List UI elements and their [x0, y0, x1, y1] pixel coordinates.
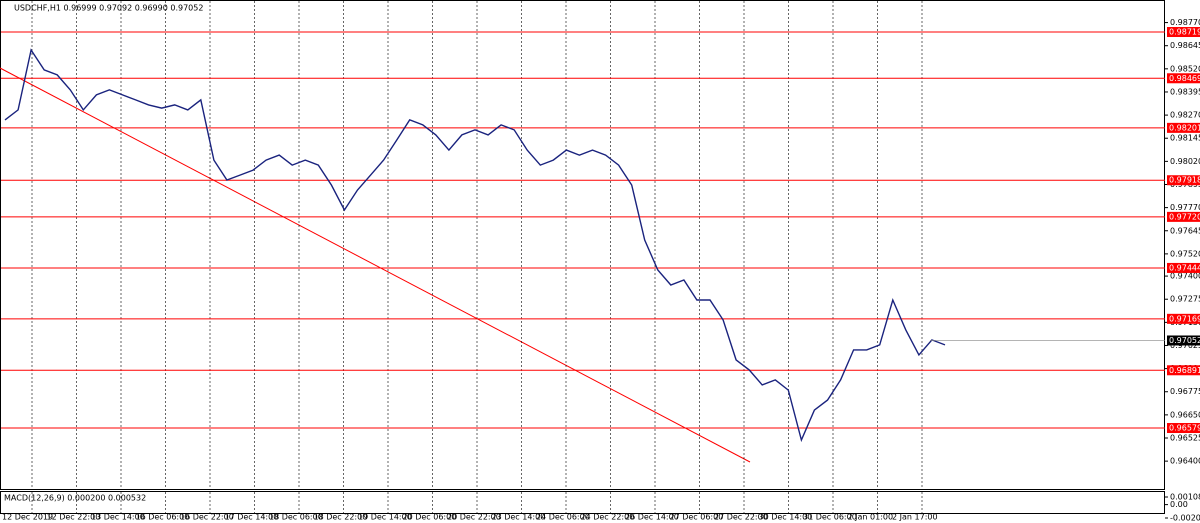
macd-tick-label: 0.001081	[1170, 492, 1200, 501]
y-tick-label: 0.98145	[1170, 134, 1200, 143]
y-tick-label: 0.96400	[1170, 457, 1200, 466]
level-label: 0.98201	[1169, 123, 1200, 132]
x-tick-label: 20 Dec 06:00	[403, 513, 457, 522]
current-price-label: 0.97052	[1169, 336, 1200, 345]
level-label: 0.97444	[1169, 263, 1200, 272]
y-tick-label: 0.97520	[1170, 249, 1200, 258]
level-tag	[1167, 73, 1200, 84]
level-label: 0.98469	[1169, 74, 1200, 83]
level-tag	[1167, 262, 1200, 273]
x-tick-label: 13 Dec 14:00	[91, 513, 145, 522]
x-tick-label: 20 Dec 22:00	[447, 513, 501, 522]
x-tick-label: 16 Dec 06:00	[136, 513, 190, 522]
level-tag	[1167, 313, 1200, 324]
y-tick-label: 0.98020	[1170, 157, 1200, 166]
macd-title: MACD(12,26,9) 0.000200 0.000532	[4, 494, 146, 503]
x-tick-label: 2 Jan 17:00	[892, 513, 938, 522]
x-tick-label: 18 Dec 22:00	[314, 513, 368, 522]
y-tick-label: 0.97770	[1170, 203, 1200, 212]
chart-title: USDCHF,H1 0.96999 0.97092 0.96990 0.9705…	[14, 4, 203, 13]
y-tick-label: 0.96525	[1170, 434, 1200, 443]
macd-tick-label: 0.00	[1170, 500, 1188, 509]
price-line	[4, 48, 946, 443]
macd-frame	[0, 491, 1165, 514]
level-label: 0.96891	[1169, 366, 1200, 375]
level-tag	[1167, 122, 1200, 133]
level-tag	[1167, 175, 1200, 186]
y-tick-label: 0.96775	[1170, 387, 1200, 396]
y-tick-label: 0.98395	[1170, 87, 1200, 96]
y-tick-label: 0.98270	[1170, 111, 1200, 120]
x-tick-label: 12 Dec 2019	[2, 513, 53, 522]
x-tick-label: 27 Dec 22:00	[714, 513, 768, 522]
x-tick-label: 17 Dec 14:00	[225, 513, 279, 522]
x-tick-label: 16 Dec 22:00	[180, 513, 234, 522]
macd-tick-label: -0.002043	[1170, 514, 1200, 523]
trend-line	[0, 67, 751, 463]
level-tag	[1167, 211, 1200, 222]
x-tick-label: 2 Jan 01:00	[848, 513, 894, 522]
level-label: 0.98719	[1169, 28, 1200, 37]
main-frame	[0, 0, 1165, 490]
y-tick-label: 0.98770	[1170, 18, 1200, 27]
level-tag	[1167, 27, 1200, 38]
x-tick-label: 30 Dec 14:00	[759, 513, 813, 522]
level-tag	[1167, 365, 1200, 376]
x-tick-label: 27 Dec 06:00	[670, 513, 724, 522]
level-label: 0.97720	[1169, 212, 1200, 221]
x-tick-label: 12 Dec 22:00	[47, 513, 101, 522]
level-label: 0.97169	[1169, 314, 1200, 323]
current-price-tag	[1167, 335, 1200, 346]
y-tick-label: 0.98520	[1170, 64, 1200, 73]
level-tag	[1167, 423, 1200, 434]
level-label: 0.97918	[1169, 176, 1200, 185]
y-tick-label: 0.98645	[1170, 41, 1200, 50]
y-tick-label: 0.97645	[1170, 226, 1200, 235]
x-tick-label: 24 Dec 06:00	[536, 513, 590, 522]
x-tick-label: 19 Dec 14:00	[358, 513, 412, 522]
x-tick-label: 31 Dec 06:00	[803, 513, 857, 522]
x-tick-label: 23 Dec 14:00	[492, 513, 546, 522]
x-tick-label: 24 Dec 22:00	[581, 513, 635, 522]
x-tick-label: 18 Dec 06:00	[269, 513, 323, 522]
y-tick-label: 0.97400	[1170, 272, 1200, 281]
x-tick-label: 26 Dec 14:00	[625, 513, 679, 522]
y-tick-label: 0.96650	[1170, 410, 1200, 419]
y-tick-label: 0.97275	[1170, 295, 1200, 304]
level-label: 0.96579	[1169, 424, 1200, 433]
